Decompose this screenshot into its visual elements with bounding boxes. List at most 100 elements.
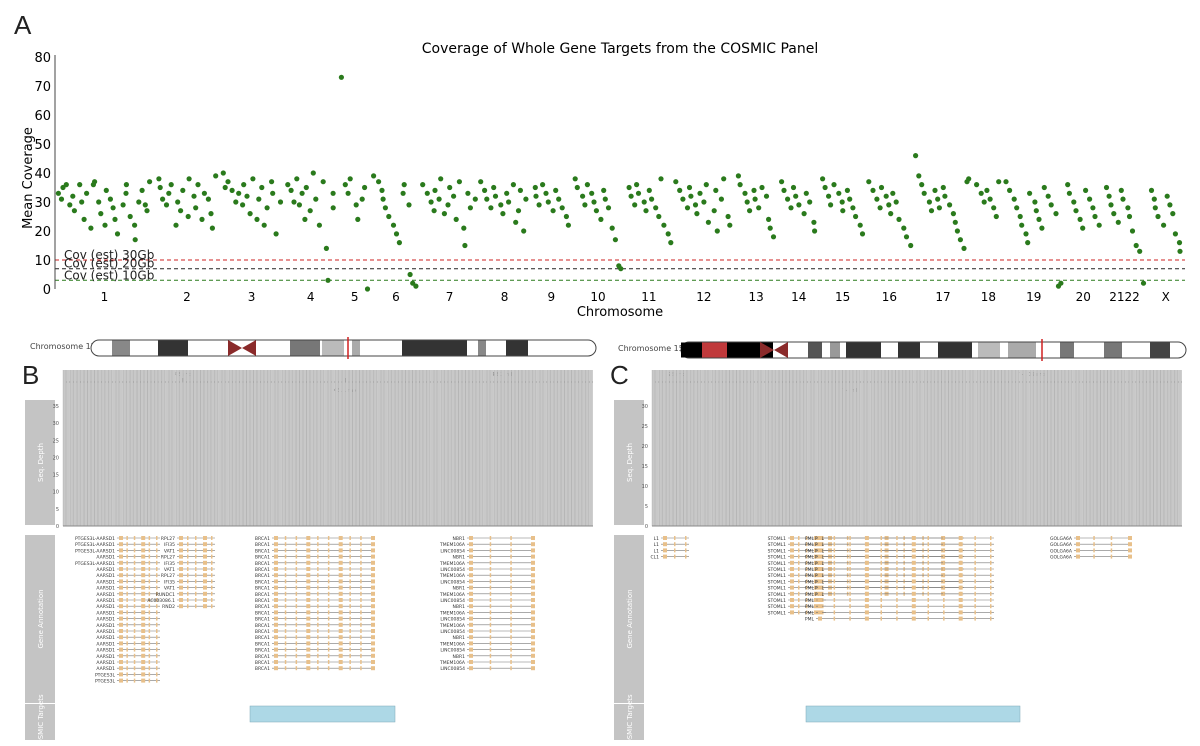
gene-label: PTGES3L-AARSD1 <box>75 542 115 548</box>
exon-box <box>203 604 207 609</box>
exon-box <box>510 647 512 652</box>
exon-box <box>489 573 492 578</box>
depth-bar <box>1068 370 1073 527</box>
exon-box <box>133 567 136 571</box>
ideogram-band <box>1150 342 1170 358</box>
depth-bar <box>1040 370 1044 527</box>
data-point <box>478 179 484 185</box>
gene-label: LINC00854 <box>440 579 465 585</box>
data-point <box>432 187 438 193</box>
data-point <box>123 190 129 196</box>
exon-box <box>133 604 136 609</box>
data-point <box>1108 202 1114 208</box>
data-point <box>465 190 471 196</box>
exon-box <box>674 536 676 540</box>
exon-box <box>133 666 136 671</box>
data-point <box>1140 280 1147 286</box>
exon-box <box>990 560 992 565</box>
exon-box <box>371 616 375 621</box>
gene-label: VAT1 <box>164 586 175 592</box>
depth-bar <box>906 370 910 527</box>
exon-box <box>156 660 158 664</box>
depth-bar <box>733 370 737 527</box>
depth-bar <box>267 370 272 527</box>
data-point <box>302 216 308 222</box>
gene-label: STOML1 <box>768 561 787 567</box>
exon-box <box>349 653 351 658</box>
exon-box <box>133 585 136 590</box>
exon-box <box>849 573 851 578</box>
gene-label: PML <box>805 573 815 579</box>
exon-box <box>126 548 128 553</box>
depth-bar <box>704 370 709 527</box>
data-point <box>359 196 365 202</box>
data-point <box>1025 240 1031 246</box>
depth-bar <box>1178 370 1182 527</box>
exon-box <box>141 548 146 553</box>
data-point <box>936 205 943 211</box>
depth-bar <box>433 370 438 527</box>
exon-box <box>958 585 963 590</box>
exon-box <box>141 598 146 602</box>
exon-box <box>211 604 213 609</box>
gene-label: TMEM106A <box>439 641 466 647</box>
ideogram-band <box>938 342 972 358</box>
exon-box <box>360 591 362 596</box>
exon-box <box>360 573 362 578</box>
exon-box <box>911 579 916 584</box>
exon-box <box>1093 548 1095 553</box>
exon-box <box>327 635 330 640</box>
depth-bar <box>909 370 914 527</box>
data-point <box>692 202 699 208</box>
exon-box <box>148 542 151 547</box>
gene-label: BRCA1 <box>255 542 270 548</box>
exon-box <box>156 598 158 602</box>
data-point <box>132 237 138 243</box>
data-point <box>1033 208 1039 214</box>
exon-box <box>295 666 298 671</box>
data-point <box>673 179 679 185</box>
exon-box <box>896 610 898 615</box>
data-point <box>661 222 667 228</box>
depth-bar <box>426 370 431 527</box>
exon-box <box>179 548 183 553</box>
depth-bar <box>665 370 670 527</box>
exon-box <box>349 647 351 652</box>
exon-box <box>284 548 287 553</box>
depth-bar <box>62 370 67 527</box>
data-point <box>1161 222 1167 228</box>
exon-box <box>974 579 976 584</box>
exon-box <box>203 591 207 596</box>
depth-bar <box>1121 370 1126 527</box>
exon-box <box>148 616 151 621</box>
exon-box <box>156 622 158 627</box>
exon-box <box>510 598 512 602</box>
exon-box <box>958 610 963 615</box>
data-point <box>857 222 863 228</box>
exon-box <box>133 610 136 615</box>
exon-box <box>864 573 869 578</box>
exon-box <box>896 542 898 547</box>
exon-box <box>133 542 136 547</box>
depth-bar <box>182 370 187 527</box>
exon-box <box>133 573 136 578</box>
data-point <box>641 199 647 205</box>
chromosome-ideogram-c <box>680 339 1187 361</box>
data-point <box>550 208 556 214</box>
exon-box <box>284 542 287 547</box>
depth-bar <box>154 370 159 527</box>
depth-bar <box>352 370 356 527</box>
exon-box <box>126 616 128 621</box>
exon-box <box>133 554 136 559</box>
depth-bar <box>500 370 505 527</box>
exon-box <box>510 548 512 553</box>
depth-bar <box>920 370 924 527</box>
depth-bar <box>444 370 448 527</box>
data-point <box>1106 193 1112 199</box>
data-point <box>259 184 265 191</box>
exon-box <box>927 585 929 590</box>
data-point <box>532 184 538 191</box>
exon-box <box>156 560 158 565</box>
data-point <box>680 196 686 202</box>
exon-box <box>806 591 808 596</box>
